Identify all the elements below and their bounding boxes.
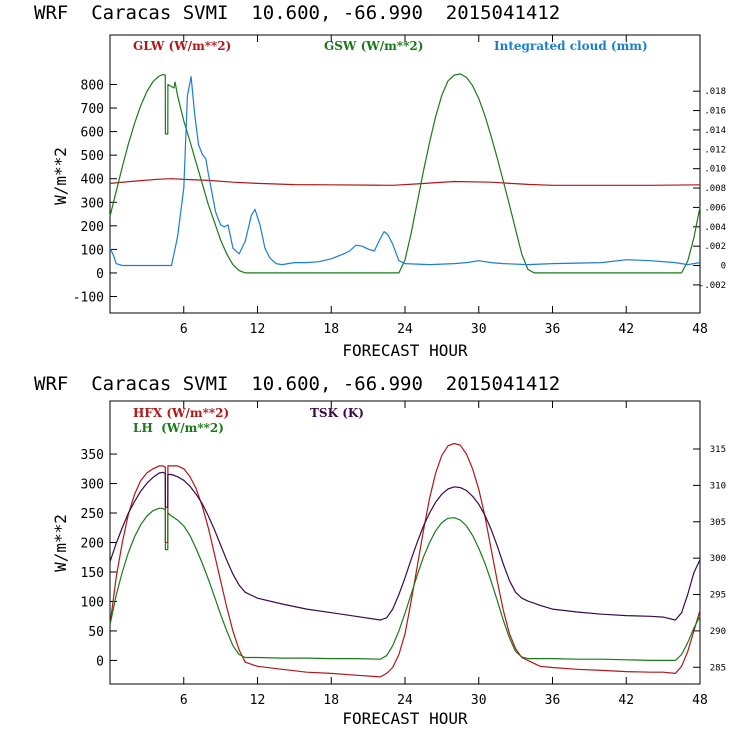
legend-hfx: HFX (W/m**2) [133, 406, 229, 420]
series-line-lh-w-m-2 [109, 507, 701, 661]
series-line-glw-w-m-2 [109, 178, 701, 186]
y2-tick-label: .008 [704, 184, 726, 194]
y-tick-label: 100 [81, 595, 104, 610]
series-line-integrated-cloud-mm [109, 76, 701, 267]
y-tick-label: 300 [81, 478, 104, 493]
series-line-tsk-k [109, 471, 701, 621]
y-tick-label: 100 [81, 243, 104, 258]
y2-tick-label: 315 [710, 445, 726, 455]
plot-content: 6 12 18 24 30 36 42 48 0 50 100 150 200 250 300 350 285 2… [81, 401, 726, 708]
panel-title: WRF Caracas SVMI 10.600, -66.990 2015041… [34, 373, 560, 395]
x-tick-label: 12 [250, 693, 266, 708]
y-tick-label: 600 [81, 126, 104, 141]
legend-gsw: GSW (W/m**2) [324, 39, 423, 53]
x-tick-label: 30 [471, 322, 487, 337]
y-tick-label: 250 [81, 507, 104, 522]
legend-lh: LH (W/m**2) [133, 421, 224, 435]
y-tick-label: 0 [96, 267, 104, 282]
x-tick-label: 24 [397, 322, 413, 337]
y-tick-label: 50 [88, 625, 104, 640]
y2-tick-label: .018 [704, 87, 726, 97]
series-line-gsw-w-m-2 [109, 73, 701, 274]
y2-tick-label: .004 [704, 223, 726, 233]
x-tick-label: 48 [692, 322, 708, 337]
y2-tick-label: .014 [704, 126, 726, 136]
y2-tick-label: .006 [704, 203, 726, 213]
x-tick-label: 36 [545, 693, 561, 708]
y2-tick-label: 0 [721, 262, 726, 272]
plot-content: 6 12 18 24 30 36 42 48 -100 0 100 200 300 400 500 600 70… [73, 35, 726, 337]
x-axis-label: FORECAST HOUR [342, 341, 468, 360]
x-tick-label: 6 [180, 322, 188, 337]
heat-flux-panel: WRF Caracas SVMI 10.600, -66.990 2015041… [34, 373, 726, 728]
y-tick-label: 700 [81, 102, 104, 117]
series-line-hfx-w-m-2 [109, 442, 701, 678]
y-tick-label: 800 [81, 78, 104, 93]
y2-tick-label: 305 [710, 518, 726, 528]
x-tick-label: 48 [692, 693, 708, 708]
x-tick-label: 42 [618, 693, 634, 708]
y-tick-label: 200 [81, 220, 104, 235]
x-tick-label: 18 [323, 322, 339, 337]
y-tick-label: 400 [81, 173, 104, 188]
y2-tick-label: .012 [704, 145, 726, 155]
x-tick-label: 6 [180, 693, 188, 708]
y2-tick-label: .016 [704, 107, 726, 117]
y2-tick-label: 285 [710, 663, 726, 673]
x-axis-label: FORECAST HOUR [342, 709, 468, 728]
y2-tick-label: .002 [704, 242, 726, 252]
radiation-cloud-panel: WRF Caracas SVMI 10.600, -66.990 2015041… [34, 2, 726, 360]
x-tick-label: 36 [545, 322, 561, 337]
legend-integrated-cloud: Integrated cloud (mm) [494, 39, 648, 53]
y-tick-label: 500 [81, 149, 104, 164]
y-tick-label: -100 [73, 291, 104, 306]
y2-tick-label: 295 [710, 591, 726, 601]
y-tick-label: 150 [81, 566, 104, 581]
y2-tick-label: 310 [710, 481, 726, 491]
y2-tick-label: 300 [710, 554, 726, 564]
y2-tick-label: 290 [710, 627, 726, 637]
legend-glw: GLW (W/m**2) [133, 39, 231, 53]
y-axis-label: W/m**2 [51, 514, 70, 572]
x-tick-label: 18 [323, 693, 339, 708]
panel-title: WRF Caracas SVMI 10.600, -66.990 2015041… [34, 2, 560, 24]
x-tick-label: 12 [250, 322, 266, 337]
y-tick-label: 300 [81, 196, 104, 211]
y-tick-label: 0 [96, 654, 104, 669]
y2-tick-label: .010 [704, 165, 726, 175]
y-tick-label: 350 [81, 448, 104, 463]
x-tick-label: 24 [397, 693, 413, 708]
y2-tick-label: -.002 [699, 281, 726, 291]
x-tick-label: 30 [471, 693, 487, 708]
y-axis-label: W/m**2 [51, 147, 70, 205]
y-tick-label: 200 [81, 537, 104, 552]
legend-tsk: TSK (K) [310, 406, 364, 420]
x-tick-label: 42 [618, 322, 634, 337]
